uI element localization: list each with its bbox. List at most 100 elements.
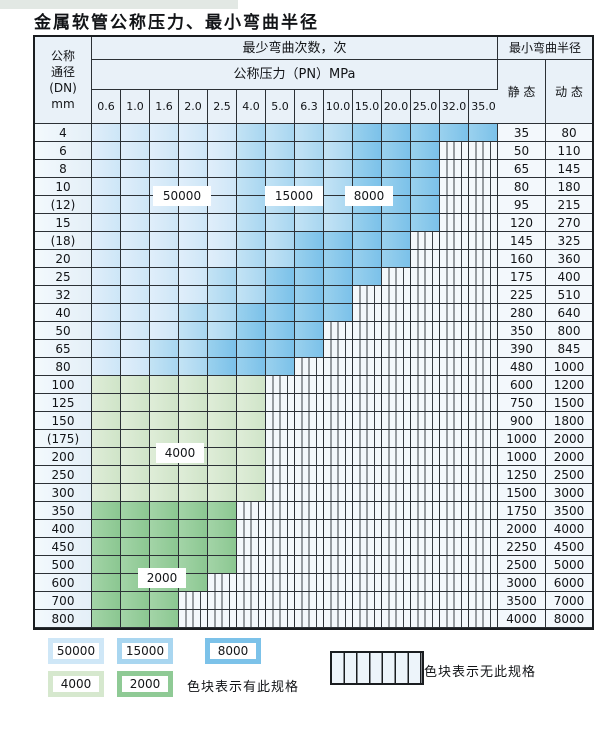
static-radius-value: 1250 [498, 466, 546, 484]
no-spec-cell [353, 610, 382, 628]
no-spec-cell [324, 412, 353, 430]
dn-cell: 100 [35, 376, 92, 394]
spec-cell-2000 [150, 610, 179, 628]
no-spec-cell [295, 466, 324, 484]
no-spec-cell [353, 538, 382, 556]
spec-cell-4000 [121, 484, 150, 502]
spec-cell-50000 [92, 304, 121, 322]
spec-cell-50000 [150, 232, 179, 250]
no-spec-cell [266, 394, 295, 412]
no-spec-cell [411, 322, 440, 340]
spec-cell-4000 [179, 412, 208, 430]
no-spec-cell [324, 556, 353, 574]
spec-cell-4000 [92, 412, 121, 430]
dynamic-radius-value: 80 [546, 124, 592, 142]
dn-cell: 32 [35, 286, 92, 304]
no-spec-cell [324, 394, 353, 412]
dynamic-radius-value: 180 [546, 178, 592, 196]
spec-cell-2000 [92, 610, 121, 628]
spec-cell-8000 [237, 358, 266, 376]
spec-cell-50000 [92, 124, 121, 142]
no-spec-cell [295, 574, 324, 592]
spec-cell-8000 [353, 160, 382, 178]
static-radius-value: 80 [498, 178, 546, 196]
no-spec-cell [411, 448, 440, 466]
no-spec-cell [208, 610, 237, 628]
no-spec-cell [440, 448, 469, 466]
spec-cell-8000 [324, 232, 353, 250]
no-spec-cell [295, 538, 324, 556]
spec-cell-8000 [266, 286, 295, 304]
spec-cell-8000 [411, 196, 440, 214]
no-spec-cell [440, 142, 469, 160]
no-spec-cell [469, 502, 498, 520]
spec-cell-4000 [237, 412, 266, 430]
spec-cell-50000 [179, 232, 208, 250]
dynamic-radius-value: 1200 [546, 376, 592, 394]
dynamic-radius-value: 5000 [546, 556, 592, 574]
spec-cell-4000 [237, 448, 266, 466]
dynamic-radius-value: 510 [546, 286, 592, 304]
dynamic-radius-value: 800 [546, 322, 592, 340]
dynamic-radius-value: 1000 [546, 358, 592, 376]
dn-cell: 25 [35, 268, 92, 286]
spec-cell-50000 [121, 196, 150, 214]
no-spec-cell [440, 322, 469, 340]
no-spec-cell [353, 556, 382, 574]
no-spec-cell [382, 358, 411, 376]
spec-cell-50000 [92, 178, 121, 196]
spec-cell-15000 [324, 142, 353, 160]
static-radius-value: 3500 [498, 592, 546, 610]
no-spec-cell [353, 322, 382, 340]
spec-cell-8000 [353, 214, 382, 232]
no-spec-cell [382, 376, 411, 394]
no-spec-cell [237, 538, 266, 556]
spec-cell-8000 [469, 124, 498, 142]
no-spec-cell [382, 556, 411, 574]
no-spec-cell [440, 214, 469, 232]
no-spec-cell [324, 376, 353, 394]
spec-cell-50000 [121, 232, 150, 250]
spec-cell-15000 [179, 322, 208, 340]
no-spec-cell [266, 412, 295, 430]
spec-cell-50000 [179, 268, 208, 286]
no-spec-cell [324, 610, 353, 628]
spec-cell-50000 [179, 250, 208, 268]
dynamic-radius-value: 845 [546, 340, 592, 358]
static-radius-value: 145 [498, 232, 546, 250]
cycle-label-2000: 2000 [138, 568, 186, 588]
spec-cell-2000 [150, 520, 179, 538]
scan-edge-strip [0, 0, 238, 9]
corner-line-1: 公称 [50, 49, 75, 63]
static-radius-value: 225 [498, 286, 546, 304]
spec-cell-8000 [266, 340, 295, 358]
dn-cell: 250 [35, 466, 92, 484]
spec-cell-4000 [121, 430, 150, 448]
pressure-col-header: 25.0 [411, 90, 440, 124]
spec-cell-2000 [150, 592, 179, 610]
no-spec-cell [266, 466, 295, 484]
no-spec-cell [440, 250, 469, 268]
spec-cell-2000 [179, 574, 208, 592]
spec-cell-8000 [353, 250, 382, 268]
pressure-col-header: 10.0 [324, 90, 353, 124]
pressure-col-header: 1.0 [121, 90, 150, 124]
spec-cell-8000 [382, 232, 411, 250]
dn-cell: 20 [35, 250, 92, 268]
spec-cell-15000 [237, 196, 266, 214]
spec-cell-8000 [295, 268, 324, 286]
spec-cell-8000 [266, 268, 295, 286]
no-spec-cell [411, 232, 440, 250]
spec-cell-8000 [208, 340, 237, 358]
spec-cell-50000 [150, 160, 179, 178]
no-spec-cell [469, 232, 498, 250]
no-spec-cell [237, 610, 266, 628]
no-spec-cell [469, 412, 498, 430]
spec-cell-4000 [92, 466, 121, 484]
spec-cell-2000 [179, 556, 208, 574]
no-spec-cell [266, 484, 295, 502]
cycle-label-8000: 8000 [345, 186, 393, 206]
no-spec-cell [440, 538, 469, 556]
spec-cell-15000 [266, 160, 295, 178]
spec-cell-50000 [121, 214, 150, 232]
